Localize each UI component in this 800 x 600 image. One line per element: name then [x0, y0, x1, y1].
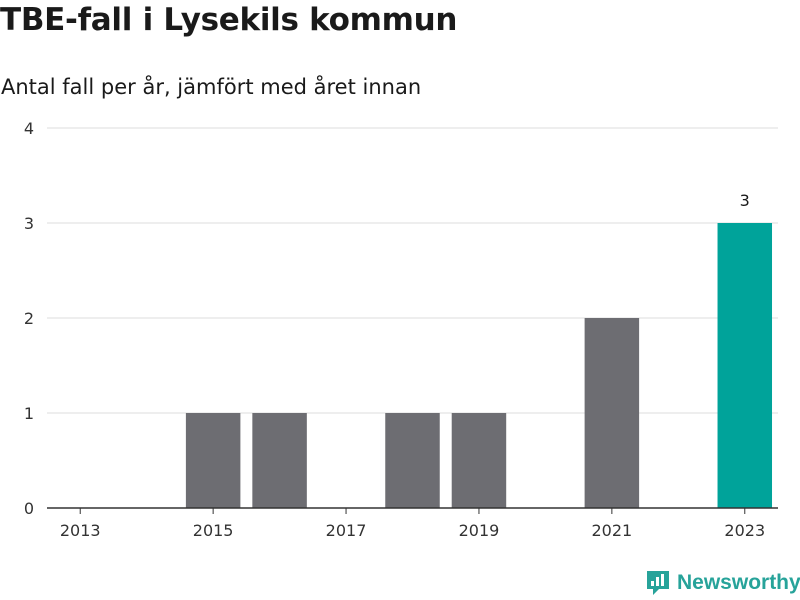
- bar-2023: [717, 223, 773, 508]
- y-tick-label: 1: [24, 404, 34, 423]
- x-tick-label: 2023: [724, 521, 765, 540]
- x-tick-label: 2021: [592, 521, 633, 540]
- bar-2018: [385, 413, 440, 508]
- x-tick-label: 2019: [459, 521, 500, 540]
- y-tick-label: 3: [24, 214, 34, 233]
- newsworthy-logo-icon: [647, 571, 669, 595]
- bar-2021: [584, 318, 640, 508]
- y-tick-label: 2: [24, 309, 34, 328]
- chart-subtitle: Antal fall per år, jämfört med året inna…: [1, 75, 422, 99]
- chart-title: TBE-fall i Lysekils kommun: [0, 2, 458, 38]
- x-tick-label: 2017: [326, 521, 367, 540]
- x-tick-label: 2013: [60, 521, 101, 540]
- y-tick-label: 4: [24, 119, 34, 138]
- y-tick-label: 0: [24, 499, 34, 518]
- brand-name: Newsworthy: [677, 571, 800, 594]
- bar-2016: [252, 413, 307, 508]
- newsworthy-logo: Newsworthy: [645, 569, 800, 597]
- data-label: 3: [740, 191, 750, 210]
- bar-2015: [185, 413, 241, 508]
- bar-2019: [451, 413, 507, 508]
- x-tick-label: 2015: [193, 521, 234, 540]
